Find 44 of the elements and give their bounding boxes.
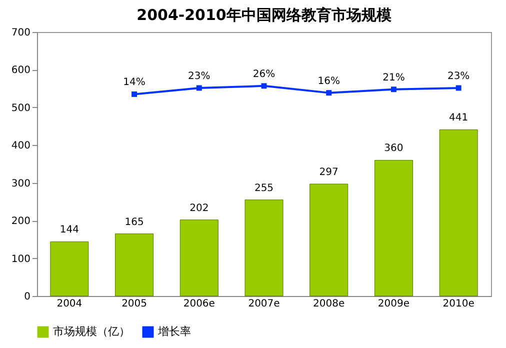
bar bbox=[115, 234, 154, 296]
y-tick-label: 200 bbox=[11, 216, 30, 228]
bar bbox=[244, 200, 284, 296]
bar bbox=[180, 220, 218, 296]
data-label: 21% bbox=[382, 72, 405, 84]
point bbox=[390, 86, 396, 92]
x-tick-label: 2009e bbox=[378, 298, 410, 310]
x-tick-label: 2005 bbox=[122, 298, 148, 310]
x-tick-label: 2007e bbox=[248, 298, 280, 310]
data-label: 26% bbox=[252, 68, 276, 80]
x-tick-label: 2004 bbox=[56, 298, 82, 310]
bar bbox=[439, 129, 478, 296]
data-label: 202 bbox=[190, 202, 209, 214]
legend-label: 市场规模（亿） bbox=[53, 325, 130, 338]
point bbox=[196, 85, 202, 91]
y-tick-label: 0 bbox=[24, 292, 30, 302]
chart-title: 2004-2010年中国网络教育市场规模 bbox=[136, 6, 392, 24]
data-label: 23% bbox=[447, 70, 470, 82]
y-tick-label: 600 bbox=[11, 65, 30, 76]
y-tick-label: 100 bbox=[11, 254, 30, 265]
point bbox=[326, 90, 332, 96]
bar bbox=[50, 241, 89, 296]
y-tick-label: 400 bbox=[11, 140, 30, 152]
x-tick-label: 2006e bbox=[183, 298, 215, 310]
point bbox=[456, 85, 462, 91]
data-label: 360 bbox=[384, 143, 404, 154]
point bbox=[132, 91, 138, 97]
bar bbox=[310, 184, 348, 296]
y-tick-label: 700 bbox=[11, 28, 30, 38]
y-tick-label: 300 bbox=[11, 178, 30, 190]
data-label: 441 bbox=[449, 112, 468, 124]
data-label: 14% bbox=[123, 77, 146, 88]
data-label: 16% bbox=[318, 76, 340, 87]
data-label: 165 bbox=[124, 216, 144, 228]
x-tick-label: 2010e bbox=[442, 298, 474, 310]
point bbox=[261, 83, 267, 89]
x-tick-label: 2008e bbox=[313, 298, 345, 310]
data-label: 144 bbox=[60, 224, 79, 236]
bar bbox=[374, 160, 413, 296]
data-label: 255 bbox=[254, 182, 274, 194]
data-label: 297 bbox=[319, 166, 338, 178]
y-tick-label: 500 bbox=[11, 102, 30, 114]
data-label: 23% bbox=[188, 70, 210, 82]
legend-label: 增长率 bbox=[157, 325, 191, 338]
